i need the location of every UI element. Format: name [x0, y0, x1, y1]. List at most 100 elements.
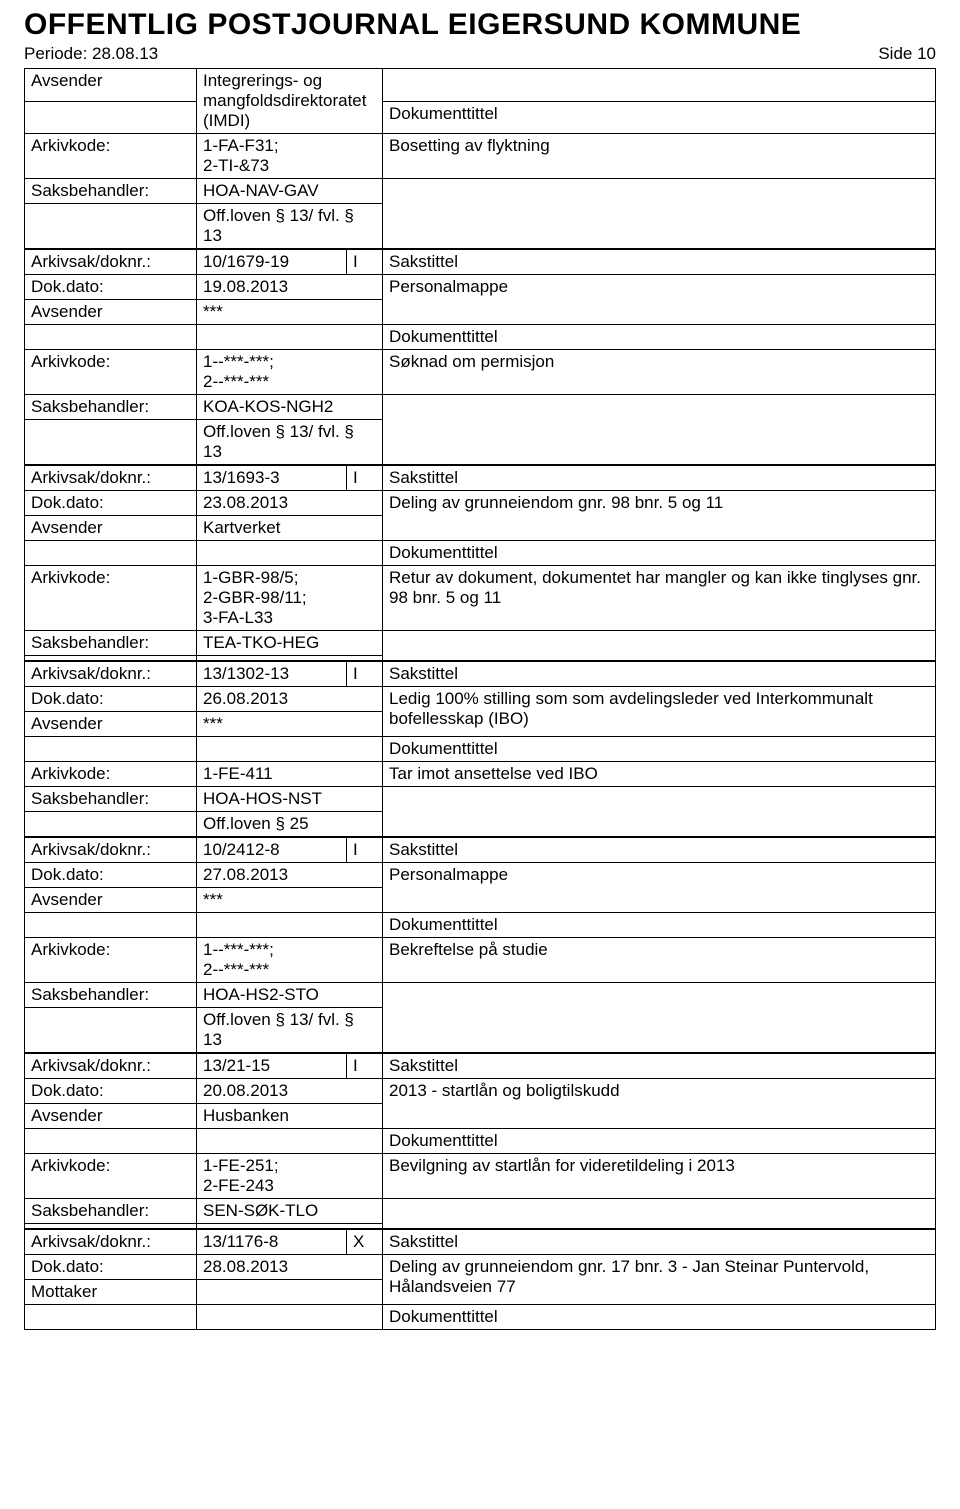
- label-arkivsak: Arkivsak/doknr.:: [25, 250, 197, 275]
- label-dokdato: Dok.dato:: [25, 1079, 197, 1104]
- label-arkivkode: Arkivkode:: [25, 938, 197, 983]
- saksbeh-value: KOA-KOS-NGH2: [197, 395, 383, 420]
- blank: [25, 812, 197, 837]
- arkivsak-value: 10/1679-19: [197, 250, 347, 275]
- blank: [197, 1305, 383, 1330]
- label-arkivsak: Arkivsak/doknr.:: [25, 1054, 197, 1079]
- record-3: Arkivsak/doknr.: 13/1302-13 I Sakstittel…: [24, 661, 936, 837]
- blank: [383, 631, 936, 661]
- blank: [25, 1305, 197, 1330]
- blank: [25, 1129, 197, 1154]
- saksbeh-value: TEA-TKO-HEG: [197, 631, 383, 656]
- record-1: Arkivsak/doknr.: 10/1679-19 I Sakstittel…: [24, 249, 936, 465]
- blank: [25, 913, 197, 938]
- doktittel-value: Bevilgning av startlån for videretildeli…: [383, 1154, 936, 1199]
- blank: [25, 101, 197, 134]
- label-saksbehandler: Saksbehandler:: [25, 787, 197, 812]
- record-5: Arkivsak/doknr.: 13/21-15 I Sakstittel D…: [24, 1053, 936, 1229]
- dokdato-value: 28.08.2013: [197, 1255, 383, 1280]
- avsender-value: ***: [197, 888, 383, 913]
- io-value: I: [347, 838, 383, 863]
- dokdato-value: 23.08.2013: [197, 491, 383, 516]
- label-arkivkode: Arkivkode:: [25, 762, 197, 787]
- label-sakstittel: Sakstittel: [383, 1054, 936, 1079]
- label-arkivkode: Arkivkode:: [25, 134, 197, 179]
- blank: [197, 656, 383, 661]
- sakstittel-value: Deling av grunneiendom gnr. 17 bnr. 3 - …: [383, 1255, 936, 1305]
- doktittel-value: Bekreftelse på studie: [383, 938, 936, 983]
- doktittel-value: Bosetting av flyktning: [383, 134, 936, 179]
- saksbeh-value: HOA-HOS-NST: [197, 787, 383, 812]
- dokdato-value: 27.08.2013: [197, 863, 383, 888]
- saksbeh-value: HOA-NAV-GAV: [197, 179, 383, 204]
- arkivkode-value: 1-GBR-98/5; 2-GBR-98/11; 3-FA-L33: [197, 566, 383, 631]
- blank: [25, 541, 197, 566]
- arkivsak-value: 13/21-15: [197, 1054, 347, 1079]
- label-sakstittel: Sakstittel: [383, 466, 936, 491]
- avsender-value: ***: [197, 300, 383, 325]
- arkivkode-value: 1-FE-251; 2-FE-243: [197, 1154, 383, 1199]
- side-label: Side 10: [878, 44, 936, 64]
- io-value: I: [347, 466, 383, 491]
- label-dokdato: Dok.dato:: [25, 863, 197, 888]
- page-title: OFFENTLIG POSTJOURNAL EIGERSUND KOMMUNE: [24, 8, 936, 42]
- offloven-value: Off.loven § 25: [197, 812, 383, 837]
- offloven-value: Off.loven § 13/ fvl. § 13: [197, 1008, 383, 1053]
- io-value: I: [347, 250, 383, 275]
- doktittel-value: Tar imot ansettelse ved IBO: [383, 762, 936, 787]
- label-avsender: Avsender: [25, 712, 197, 737]
- label-dokumenttittel: Dokumenttittel: [383, 1129, 936, 1154]
- label-dokdato: Dok.dato:: [25, 1255, 197, 1280]
- doktittel-value: Søknad om permisjon: [383, 350, 936, 395]
- label-dokumenttittel: Dokumenttittel: [383, 541, 936, 566]
- label-arkivkode: Arkivkode:: [25, 1154, 197, 1199]
- label-dokumenttittel: Dokumenttittel: [383, 101, 936, 134]
- blank: [25, 656, 197, 661]
- avsender-value: Integrerings- og mangfoldsdirektoratet (…: [197, 69, 383, 134]
- label-arkivsak: Arkivsak/doknr.:: [25, 662, 197, 687]
- arkivkode-value: 1-FE-411: [197, 762, 383, 787]
- blank: [25, 1224, 197, 1229]
- label-arkivsak: Arkivsak/doknr.:: [25, 466, 197, 491]
- label-dokumenttittel: Dokumenttittel: [383, 737, 936, 762]
- label-sakstittel: Sakstittel: [383, 838, 936, 863]
- avsender-value: ***: [197, 712, 383, 737]
- blank: [383, 179, 936, 249]
- blank: [25, 204, 197, 249]
- sakstittel-value: Personalmappe: [383, 863, 936, 913]
- blank: [383, 1199, 936, 1229]
- label-dokumenttittel: Dokumenttittel: [383, 325, 936, 350]
- arkivkode-value: 1--***-***; 2--***-***: [197, 350, 383, 395]
- avsender-value: Husbanken: [197, 1104, 383, 1129]
- period-row: Periode: 28.08.13 Side 10: [24, 44, 936, 64]
- label-arkivsak: Arkivsak/doknr.:: [25, 838, 197, 863]
- label-avsender: Avsender: [25, 888, 197, 913]
- blank: [25, 325, 197, 350]
- io-value: X: [347, 1230, 383, 1255]
- io-value: I: [347, 1054, 383, 1079]
- blank: [197, 1129, 383, 1154]
- offloven-value: Off.loven § 13/ fvl. § 13: [197, 420, 383, 465]
- blank: [25, 737, 197, 762]
- arkivsak-value: 13/1693-3: [197, 466, 347, 491]
- label-dokumenttittel: Dokumenttittel: [383, 913, 936, 938]
- arkivsak-value: 10/2412-8: [197, 838, 347, 863]
- arkivkode-value: 1-FA-F31; 2-TI-&73: [197, 134, 383, 179]
- saksbeh-value: SEN-SØK-TLO: [197, 1199, 383, 1224]
- mottaker-value: [197, 1280, 383, 1305]
- sakstittel-value: 2013 - startlån og boligtilskudd: [383, 1079, 936, 1129]
- sakstittel-value: Deling av grunneiendom gnr. 98 bnr. 5 og…: [383, 491, 936, 541]
- record-0: Avsender Integrerings- og mangfoldsdirek…: [24, 68, 936, 249]
- label-arkivkode: Arkivkode:: [25, 566, 197, 631]
- label-dokdato: Dok.dato:: [25, 491, 197, 516]
- blank: [197, 1224, 383, 1229]
- record-2: Arkivsak/doknr.: 13/1693-3 I Sakstittel …: [24, 465, 936, 661]
- label-dokdato: Dok.dato:: [25, 275, 197, 300]
- label-saksbehandler: Saksbehandler:: [25, 983, 197, 1008]
- blank: [197, 913, 383, 938]
- label-avsender: Avsender: [25, 516, 197, 541]
- label-avsender: Avsender: [25, 1104, 197, 1129]
- label-saksbehandler: Saksbehandler:: [25, 179, 197, 204]
- label-sakstittel: Sakstittel: [383, 1230, 936, 1255]
- blank: [197, 325, 383, 350]
